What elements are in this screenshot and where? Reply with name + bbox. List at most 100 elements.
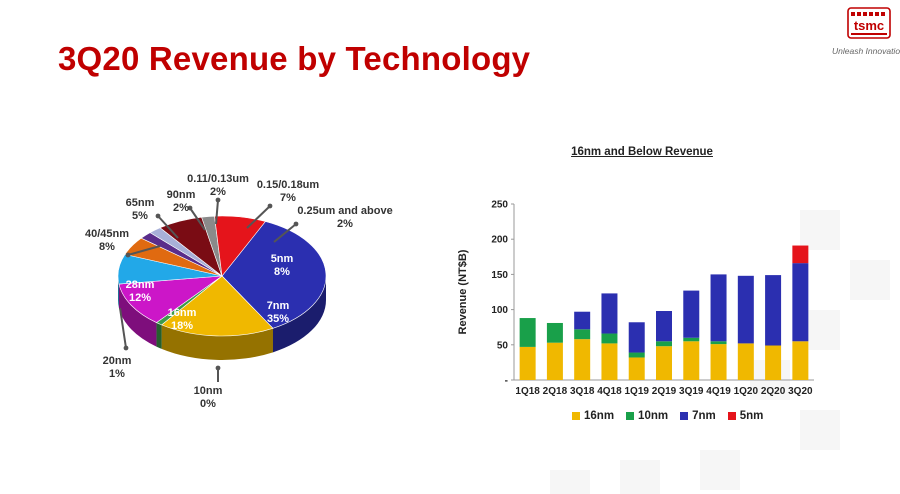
bar-16nm-1q20 [737,343,754,380]
bar-7nm-1q20 [737,275,754,344]
bar-7nm-4q18 [601,293,618,334]
pie-label-5nm: 5nm 8% [271,253,294,279]
pie-label-value: 12% [128,292,152,304]
bar-10nm-3q19 [683,337,700,342]
bar-chart-legend: 16nm 10nm 7nm 5nm [572,410,763,422]
pie-label-20nm: 20nm 1% [103,355,132,381]
pie-label-0-11-0-13um: 0.11/0.13um 2% [187,173,249,199]
bar-16nm-2q18 [546,342,563,380]
pie-label-value: 2% [210,186,226,198]
bar-5nm-3q20 [792,245,809,264]
legend-item-5nm: 5nm [727,410,764,422]
bar-7nm-1q19 [628,322,645,353]
legend-swatch [572,412,580,420]
leader-dot-0-15-0-18um [267,203,273,209]
leader-line-0-25um-and-above [273,223,297,243]
pie-top [117,215,327,337]
x-tick-label: 1Q19 [624,386,649,397]
pie-label-value: 5% [132,210,148,222]
pie-label-value: 8% [274,266,290,278]
pie-label-value: 2% [337,218,353,230]
pie-label-7nm: 7nm 35% [267,300,290,326]
legend-swatch [727,412,736,420]
legend-label: 5nm [739,410,764,422]
pie-label-value: 0% [200,398,216,410]
legend-swatch [626,412,635,420]
pie-leader-lines [119,197,299,382]
x-tick-label: 2Q20 [761,386,786,397]
leader-dot-0-11-0-13um [215,197,221,203]
tsmc-logo: tsmc Unleash Innovation [832,2,900,62]
legend-label: 7nm [692,410,716,422]
bar-16nm-3q19 [683,341,700,380]
logo-text: tsmc [854,18,884,33]
pie-label-name: 5nm [270,253,294,265]
leader-dot-20nm [123,345,129,351]
bar-10nm-4q19 [710,341,727,345]
leader-dot-10nm [215,365,221,371]
pie-side-16nm [161,324,273,360]
bar-16nm-4q18 [601,343,618,380]
bar-10nm-2q18 [546,322,563,343]
bar-7nm-4q19 [710,274,727,342]
leader-dot-0-25um-and-above [293,221,299,227]
bar-7nm-3q20 [792,263,809,342]
pie-label-value: 2% [173,202,189,214]
x-tick-label: 3Q20 [788,386,813,397]
pie-slice-16nm [161,275,274,337]
leader-line-0-11-0-13um [215,199,219,225]
pie-label-name: 10nm [193,385,223,397]
leader-line-65nm [157,215,179,239]
bar-16nm-1q18 [519,346,536,380]
bar-10nm-4q18 [601,333,618,344]
pie-label-40-45nm: 40/45nm 8% [85,228,129,254]
legend-label: 16nm [584,410,615,422]
x-tick-label: 3Q18 [570,386,595,397]
y-tick-label: 200 [491,235,508,246]
pie-label-name: 28nm [125,279,155,291]
bar-16nm-3q20 [792,341,809,380]
bar-7nm-3q18 [574,311,591,330]
pie-side-20nm [156,322,162,349]
pie-chart-canvas [117,197,327,382]
background-grid [550,210,890,494]
leader-line-40-45nm [127,245,161,256]
pie-label-value: 7% [280,192,296,204]
pie-label-name: 16nm [167,307,197,319]
pie-label-value: 18% [170,320,194,332]
pie-label-0-15-0-18um: 0.15/0.18um 7% [257,179,319,205]
pie-slice-28nm [118,275,224,323]
pie-label-16nm: 16nm 18% [168,307,197,333]
bar-16nm-3q18 [574,339,591,380]
y-tick-label: 250 [491,200,508,211]
pie-label-name: 20nm [102,355,132,367]
x-tick-label: 2Q18 [543,386,568,397]
y-tick-label: - [505,376,508,387]
legend-label: 10nm [638,410,669,422]
leader-line-90nm [189,207,206,231]
leader-dot-40-45nm [125,252,131,258]
pie-side-28nm [118,284,157,347]
leader-line-0-15-0-18um [246,205,271,229]
pie-label-name: 40/45nm [84,228,130,240]
tsmc-logo-icon: tsmc [847,7,891,39]
page-title: 3Q20 Revenue by Technology [58,40,531,77]
pie-chart: 7nm 35% 10nm 0% 16nm 18% 20nm 1% 28nm 12% 40/45nm 8… [0,160,460,450]
pie-label-90nm: 90nm 2% [167,189,196,215]
y-axis-label: Revenue (NT$B) [457,249,469,334]
x-tick-label: 4Q19 [706,386,731,397]
pie-label-name: 0.11/0.13um [187,173,249,185]
leader-line-20nm [119,307,127,349]
tagline: Unleash Innovation [832,46,900,56]
pie-label-name: 90nm [166,189,196,201]
bar-chart-title: 16nm and Below Revenue [571,146,713,158]
leader-dot-65nm [155,213,161,219]
pie-label-value: 1% [109,368,125,380]
bar-7nm-2q20 [765,275,782,346]
bar-10nm-1q19 [628,352,645,358]
y-tick-label: 100 [491,305,508,316]
x-tick-label: 1Q18 [515,386,540,397]
bar-7nm-2q19 [656,311,672,342]
y-tick-label: 50 [497,340,509,351]
